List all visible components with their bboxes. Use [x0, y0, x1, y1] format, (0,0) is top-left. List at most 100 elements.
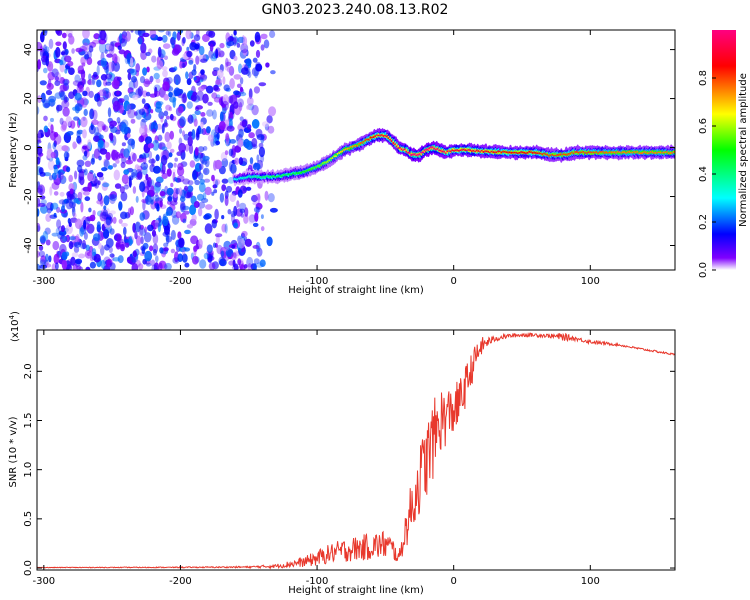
- noise-speckle: [83, 108, 88, 117]
- noise-speckle: [239, 86, 244, 93]
- noise-speckle: [96, 79, 102, 88]
- noise-speckle: [184, 185, 189, 191]
- noise-speckle: [96, 64, 100, 76]
- noise-speckle: [105, 216, 112, 226]
- noise-speckle: [239, 91, 247, 97]
- noise-speckle: [219, 111, 224, 122]
- noise-speckle: [162, 69, 168, 78]
- noise-speckle: [221, 158, 229, 168]
- noise-speckle: [214, 208, 219, 220]
- noise-speckle: [52, 142, 57, 150]
- noise-speckle: [88, 124, 96, 135]
- noise-speckle: [145, 136, 152, 145]
- x-tick-label: -300: [32, 276, 55, 287]
- noise-speckle: [233, 30, 237, 36]
- noise-speckle: [171, 48, 180, 56]
- noise-speckle: [218, 256, 226, 266]
- noise-speckle: [76, 159, 85, 167]
- noise-speckle: [258, 82, 267, 87]
- noise-speckle: [47, 71, 55, 81]
- x-tick-label: -100: [306, 276, 329, 287]
- noise-speckle: [128, 256, 136, 265]
- noise-speckle: [264, 190, 269, 201]
- noise-speckle: [73, 212, 77, 219]
- noise-speckle: [200, 69, 205, 75]
- noise-speckle: [233, 74, 242, 80]
- noise-speckle: [164, 131, 171, 143]
- noise-speckle: [196, 90, 204, 102]
- noise-speckle: [125, 31, 131, 42]
- noise-speckle: [178, 187, 183, 196]
- noise-speckle: [84, 160, 92, 167]
- y-tick-label: 20: [23, 92, 34, 105]
- noise-speckle: [100, 259, 106, 269]
- noise-speckle: [151, 229, 157, 237]
- noise-speckle: [173, 87, 181, 97]
- noise-speckle: [157, 30, 165, 33]
- noise-speckle: [251, 137, 258, 148]
- figure-title: GN03.2023.240.08.13.R02: [262, 2, 449, 18]
- noise-speckle: [48, 98, 56, 107]
- noise-speckle: [186, 46, 190, 52]
- noise-speckle: [233, 205, 238, 217]
- noise-speckle: [61, 49, 68, 57]
- noise-speckle: [155, 101, 164, 106]
- noise-speckle: [99, 30, 107, 41]
- noise-speckle: [155, 106, 162, 113]
- noise-speckle: [242, 187, 248, 192]
- noise-speckle: [91, 248, 97, 257]
- noise-speckle: [212, 184, 218, 189]
- spectrogram-xlabel: Height of straight line (km): [288, 285, 424, 296]
- noise-speckle: [163, 242, 169, 248]
- noise-speckle: [51, 172, 57, 180]
- noise-speckle: [93, 135, 101, 142]
- noise-speckle: [51, 232, 59, 237]
- noise-speckle: [202, 167, 210, 176]
- noise-speckle: [153, 262, 160, 270]
- noise-speckle: [233, 55, 238, 62]
- noise-speckle: [61, 251, 68, 261]
- snr-ylabel: SNR (10 * v/v): [8, 416, 19, 487]
- noise-speckle: [237, 139, 244, 148]
- noise-speckle: [179, 116, 186, 128]
- snr-frame: [36, 329, 676, 571]
- noise-speckle: [85, 266, 91, 270]
- noise-speckle: [154, 191, 159, 198]
- noise-speckle: [100, 57, 107, 68]
- noise-speckle: [252, 162, 261, 171]
- noise-speckle: [154, 181, 161, 188]
- noise-speckle: [106, 53, 113, 58]
- noise-speckle: [255, 49, 261, 58]
- noise-speckle: [132, 250, 137, 258]
- noise-speckle: [68, 201, 77, 208]
- noise-speckle: [83, 191, 90, 196]
- noise-speckle: [50, 117, 54, 123]
- noise-speckle: [116, 117, 121, 124]
- noise-speckle: [139, 181, 146, 192]
- noise-speckle: [65, 198, 74, 210]
- noise-speckle: [229, 193, 236, 203]
- x-tick-label: -300: [32, 576, 55, 587]
- noise-speckle: [154, 202, 160, 209]
- noise-speckle: [136, 158, 144, 163]
- noise-speckle: [226, 66, 233, 73]
- colorbar-tick-label: 0.2: [698, 214, 709, 230]
- noise-speckle: [55, 227, 60, 235]
- noise-speckle: [89, 214, 96, 222]
- noise-speckle: [267, 193, 275, 203]
- noise-speckle: [70, 120, 76, 129]
- noise-speckle: [193, 174, 197, 182]
- noise-speckle: [144, 103, 150, 110]
- noise-speckle: [64, 48, 69, 56]
- noise-speckle: [233, 101, 239, 109]
- noise-speckle: [101, 167, 108, 172]
- noise-speckle: [127, 72, 132, 81]
- noise-speckle: [145, 91, 151, 97]
- noise-speckle: [84, 51, 89, 61]
- noise-speckle: [68, 35, 75, 45]
- noise-speckle: [196, 128, 200, 138]
- noise-speckle: [225, 185, 233, 193]
- colorbar-tick-label: 0.4: [698, 166, 709, 182]
